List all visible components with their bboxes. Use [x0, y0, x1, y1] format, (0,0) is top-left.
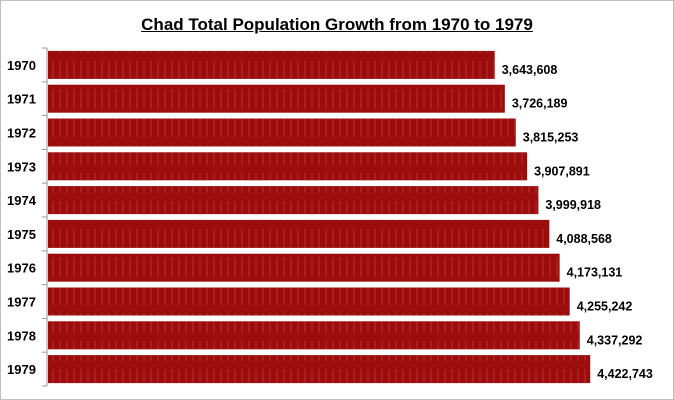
- y-tick-label: 1973: [7, 159, 36, 174]
- y-tick-label: 1972: [7, 126, 36, 141]
- chart-title: Chad Total Population Growth from 1970 t…: [141, 15, 533, 34]
- bar-texture: [48, 186, 539, 215]
- data-label: 4,422,743: [597, 367, 653, 381]
- y-tick-label: 1975: [7, 227, 36, 242]
- bar-texture: [48, 118, 516, 147]
- y-tick-label: 1978: [7, 328, 36, 343]
- bar-texture: [48, 84, 505, 113]
- data-label: 4,173,131: [567, 266, 623, 280]
- data-label: 4,088,568: [556, 232, 612, 246]
- data-label: 3,907,891: [534, 164, 590, 178]
- y-tick-label: 1971: [7, 92, 36, 107]
- y-tick-label: 1976: [7, 261, 36, 276]
- data-label: 3,726,189: [512, 97, 568, 111]
- data-label: 4,337,292: [587, 333, 643, 347]
- data-label: 3,815,253: [523, 131, 579, 145]
- bar-texture: [48, 219, 550, 248]
- data-label: 3,999,918: [545, 198, 601, 212]
- y-tick-label: 1977: [7, 295, 36, 310]
- bar-texture: [48, 152, 528, 181]
- bar-texture: [48, 50, 495, 79]
- bar-texture: [48, 287, 570, 316]
- bar-texture: [48, 253, 560, 282]
- y-tick-label: 1970: [7, 58, 36, 73]
- bar-texture: [48, 321, 580, 350]
- y-tick-label: 1974: [7, 193, 37, 208]
- y-tick-label: 1979: [7, 362, 36, 377]
- data-label: 3,643,608: [502, 63, 558, 77]
- data-label: 4,255,242: [577, 300, 633, 314]
- bar-texture: [48, 355, 591, 384]
